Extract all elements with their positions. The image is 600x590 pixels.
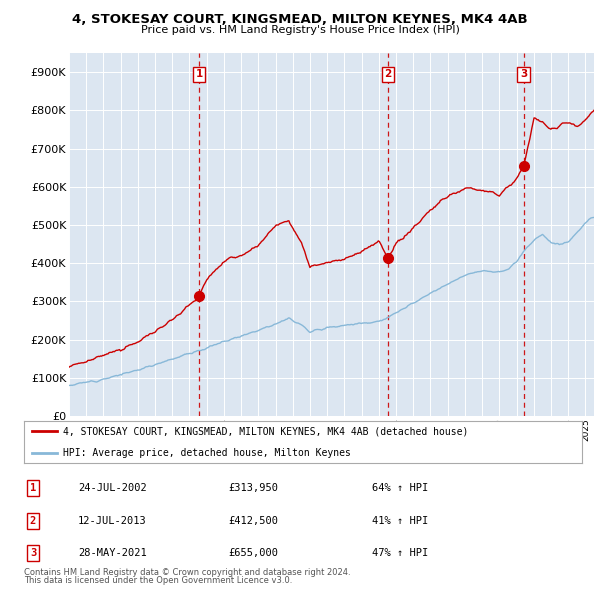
Text: 1: 1 xyxy=(30,483,36,493)
Text: Contains HM Land Registry data © Crown copyright and database right 2024.: Contains HM Land Registry data © Crown c… xyxy=(24,568,350,577)
Text: 2: 2 xyxy=(384,70,391,80)
Text: 28-MAY-2021: 28-MAY-2021 xyxy=(78,548,147,558)
Text: £655,000: £655,000 xyxy=(228,548,278,558)
Text: 2: 2 xyxy=(30,516,36,526)
Text: This data is licensed under the Open Government Licence v3.0.: This data is licensed under the Open Gov… xyxy=(24,576,292,585)
Text: 1: 1 xyxy=(196,70,203,80)
Text: 64% ↑ HPI: 64% ↑ HPI xyxy=(372,483,428,493)
Text: 4, STOKESAY COURT, KINGSMEAD, MILTON KEYNES, MK4 4AB: 4, STOKESAY COURT, KINGSMEAD, MILTON KEY… xyxy=(72,13,528,26)
Text: 47% ↑ HPI: 47% ↑ HPI xyxy=(372,548,428,558)
Text: 24-JUL-2002: 24-JUL-2002 xyxy=(78,483,147,493)
Text: HPI: Average price, detached house, Milton Keynes: HPI: Average price, detached house, Milt… xyxy=(63,448,351,457)
Text: 3: 3 xyxy=(30,548,36,558)
Text: 3: 3 xyxy=(520,70,527,80)
Text: 12-JUL-2013: 12-JUL-2013 xyxy=(78,516,147,526)
Text: 41% ↑ HPI: 41% ↑ HPI xyxy=(372,516,428,526)
Text: Price paid vs. HM Land Registry's House Price Index (HPI): Price paid vs. HM Land Registry's House … xyxy=(140,25,460,35)
Text: £412,500: £412,500 xyxy=(228,516,278,526)
Text: £313,950: £313,950 xyxy=(228,483,278,493)
Text: 4, STOKESAY COURT, KINGSMEAD, MILTON KEYNES, MK4 4AB (detached house): 4, STOKESAY COURT, KINGSMEAD, MILTON KEY… xyxy=(63,427,469,436)
